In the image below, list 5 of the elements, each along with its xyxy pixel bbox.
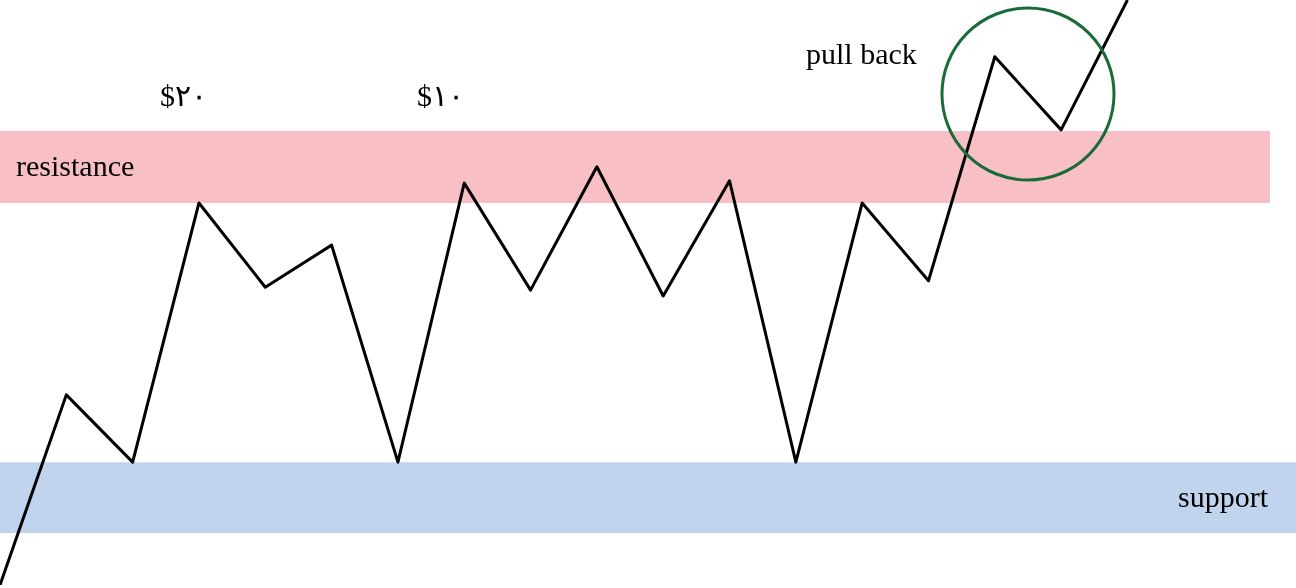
annotation: $٢٠ [160,79,207,112]
annotation: $١٠ [417,79,464,112]
band-label: resistance [16,149,135,183]
band-label: support [1178,479,1269,513]
annotation: pull back [806,37,917,70]
